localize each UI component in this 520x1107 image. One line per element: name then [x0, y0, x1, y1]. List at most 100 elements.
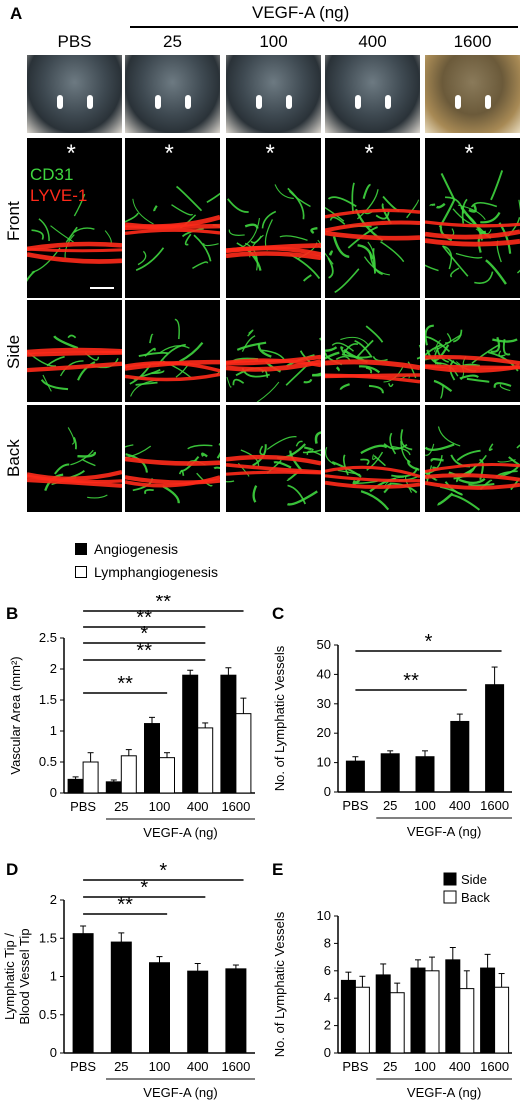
significance-label: * [159, 860, 167, 882]
x-tick-label: 400 [187, 799, 209, 814]
cornea-asterisk: * [265, 140, 275, 167]
x-tick-label: PBS [342, 1059, 368, 1074]
x-tick-label: 1600 [221, 1059, 250, 1074]
eye-photo-pbs [27, 55, 122, 133]
eye-photo-400 [325, 55, 420, 133]
significance-label: ** [403, 670, 419, 692]
x-tick-label: 25 [383, 798, 397, 813]
bar [182, 674, 199, 794]
legend-lymphangiogenesis-swatch [75, 566, 87, 578]
vegf-header-line [130, 26, 518, 28]
bar [72, 933, 94, 1054]
x-tick-label: 400 [449, 1059, 471, 1074]
bar [67, 778, 84, 794]
bar [187, 970, 209, 1054]
y-tick-label: 1.5 [39, 930, 57, 945]
y-tick-label: 8 [324, 935, 331, 950]
fluor-image-front-pbs [27, 138, 122, 298]
bar [424, 970, 440, 1054]
vegf-header: VEGF-A (ng) [252, 3, 350, 22]
y-tick-label: 2 [50, 892, 57, 907]
fluor-image-back-pbs [27, 405, 122, 512]
panel-e-letter: E [272, 860, 284, 879]
fluor-image-side-1600 [425, 300, 520, 402]
fluor-image-front-25 [125, 138, 220, 298]
cornea-asterisk: * [164, 140, 174, 167]
eye-photo-25 [125, 55, 220, 133]
legend-angiogenesis-swatch [75, 543, 87, 555]
column-header-pbs: PBS [57, 32, 92, 51]
y-tick-label: 6 [324, 963, 331, 978]
bar [120, 755, 137, 794]
column-header-25: 25 [163, 32, 182, 51]
x-tick-label: 100 [414, 1059, 436, 1074]
y-tick-label: 40 [317, 666, 331, 681]
legend-label: Side [461, 872, 487, 887]
y-tick-label: 1 [50, 969, 57, 984]
bar [354, 986, 370, 1054]
x-tick-label: 100 [414, 798, 436, 813]
bar [345, 760, 365, 793]
y-tick-label: 30 [317, 696, 331, 711]
significance-label: ** [117, 894, 133, 916]
vegf-group-label: VEGF-A (ng) [143, 825, 217, 840]
bar [225, 968, 247, 1054]
bar [380, 753, 400, 793]
y-tick-label: 0.5 [39, 1007, 57, 1022]
x-tick-label: 100 [149, 799, 171, 814]
x-tick-label: PBS [70, 799, 96, 814]
fluor-image-side-25 [125, 300, 220, 402]
y-tick-label: 0 [324, 784, 331, 799]
bar [389, 992, 405, 1054]
y-tick-label: 4 [324, 990, 331, 1005]
bar [375, 974, 391, 1054]
cornea-asterisk: * [364, 140, 374, 167]
x-tick-label: 1600 [480, 798, 509, 813]
fluor-image-side-400 [325, 300, 420, 402]
significance-label: ** [136, 607, 152, 629]
stain-label-cd31: CD31 [30, 165, 74, 184]
fluor-image-back-100 [226, 405, 321, 512]
vegf-group-label: VEGF-A (ng) [143, 1085, 217, 1100]
x-tick-label: 25 [114, 799, 128, 814]
bar [485, 684, 505, 793]
bar [197, 727, 214, 794]
fluor-image-side-pbs [27, 300, 122, 402]
legend-swatch [443, 872, 457, 886]
fluor-image-side-100 [226, 300, 321, 402]
x-tick-label: PBS [70, 1059, 96, 1074]
row-label-back: Back [4, 438, 23, 477]
bar [220, 674, 237, 794]
y-tick-label: 2 [324, 1018, 331, 1033]
bar [82, 761, 99, 794]
panel-a-letter: A [10, 4, 23, 23]
bar [445, 959, 461, 1054]
row-label-side: Side [4, 334, 23, 369]
bar [235, 713, 252, 794]
eye-photo-1600 [425, 55, 520, 133]
chart-d: 0 0.5 1 1.5 2 Lymphatic Tip / Blood Vessel Tip… [2, 860, 255, 1100]
cornea-asterisk: * [464, 140, 474, 167]
bar [459, 988, 475, 1054]
x-tick-label: 400 [449, 798, 471, 813]
y-tick-label: 0 [50, 1045, 57, 1060]
fluor-image-front-100 [226, 138, 321, 298]
vegf-group-label: VEGF-A (ng) [407, 824, 481, 839]
significance-label: ** [156, 595, 172, 613]
bar [159, 757, 175, 794]
legend-angiogenesis-label: Angiogenesis [94, 541, 179, 557]
significance-label: * [140, 623, 148, 645]
column-header-1600: 1600 [453, 32, 492, 51]
x-tick-label: 100 [149, 1059, 171, 1074]
bar [110, 941, 132, 1054]
significance-label: * [425, 631, 433, 653]
y-tick-label: 50 [317, 637, 331, 652]
x-tick-label: 25 [114, 1059, 128, 1074]
fluor-image-back-25 [125, 405, 220, 512]
y-tick-label: 10 [317, 755, 331, 770]
y-tick-label: 0 [324, 1045, 331, 1060]
y-axis-label: No. of Lymphatic Vessels [272, 911, 287, 1057]
eye-photo-100 [226, 55, 321, 133]
y-axis-label: Blood Vessel Tip [17, 928, 32, 1024]
fluor-image-back-400 [325, 405, 420, 512]
